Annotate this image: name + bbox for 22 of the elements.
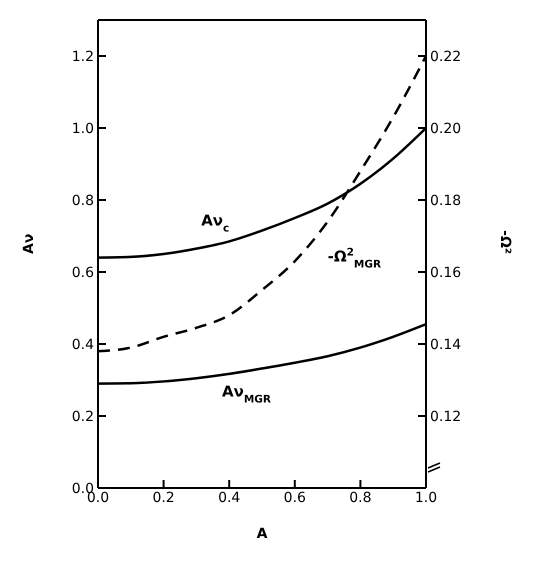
x-tick-label: 0.8 — [349, 490, 372, 506]
y-tick-label: 1.2 — [72, 48, 94, 65]
y2-tick-label: 0.20 — [430, 120, 462, 137]
y-tick-label: 0.2 — [72, 408, 94, 425]
series-label: Aν$_{MGR}$ — [222, 382, 271, 406]
y2-tick-label: 0.14 — [430, 336, 462, 353]
y-tick-label: 0.8 — [72, 192, 94, 209]
y2-axis-title: -Ω² — [497, 230, 514, 254]
y-tick-label: 0.6 — [72, 264, 94, 281]
x-axis-title: A — [256, 526, 268, 542]
y-axis-title: Aν — [20, 234, 37, 254]
y2-tick-label: 0.12 — [430, 408, 462, 425]
x-tick-label: 0.6 — [284, 490, 306, 506]
x-tick-label: 0.2 — [152, 490, 175, 506]
x-tick-label: 1.0 — [414, 490, 438, 506]
y2-tick-label: 0.18 — [430, 192, 462, 209]
y2-tick-label: 0.16 — [430, 264, 462, 281]
series-label: Aν$_{c}$ — [201, 211, 230, 234]
y-tick-label: 1.0 — [72, 120, 94, 137]
y2-tick-label: 0.22 — [430, 48, 462, 65]
y-tick-label: 0.4 — [72, 336, 94, 353]
x-tick-label: 0.4 — [218, 490, 240, 506]
